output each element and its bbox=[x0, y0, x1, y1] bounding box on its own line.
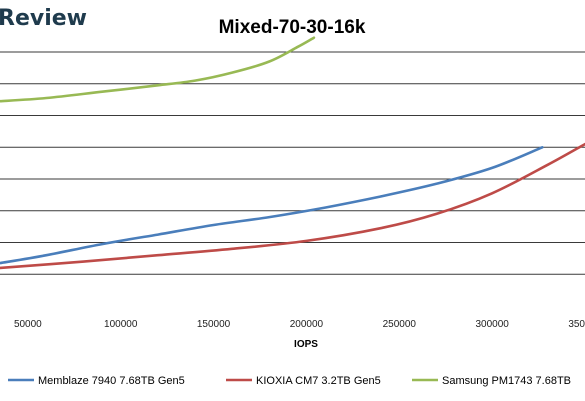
series-line-1 bbox=[0, 146, 544, 265]
series-lines bbox=[0, 36, 585, 270]
x-tick-label-100000: 100000 bbox=[104, 319, 138, 330]
x-tick-label-300000: 300000 bbox=[475, 319, 509, 330]
x-tick-label-150000: 150000 bbox=[197, 319, 231, 330]
series-line-3 bbox=[0, 36, 316, 103]
x-axis-ticks: 50000 100000 150000 200000 250000 300000 35000… bbox=[14, 319, 585, 330]
series-line-2 bbox=[0, 142, 585, 270]
legend-label-1: Memblaze 7940 7.68TB Gen5 bbox=[38, 375, 185, 387]
x-tick-label-50000: 50000 bbox=[14, 319, 42, 330]
x-axis-label: IOPS bbox=[294, 339, 318, 350]
x-tick-label-350000: 350000 bbox=[568, 319, 585, 330]
legend: Memblaze 7940 7.68TB Gen5 KIOXIA CM7 3.2T… bbox=[8, 375, 571, 387]
legend-label-3: Samsung PM1743 7.68TB bbox=[442, 375, 571, 387]
brand-logo-text: Review bbox=[0, 6, 87, 31]
x-tick-label-200000: 200000 bbox=[290, 319, 324, 330]
x-tick-label-250000: 250000 bbox=[383, 319, 417, 330]
legend-label-2: KIOXIA CM7 3.2TB Gen5 bbox=[256, 375, 381, 387]
gridlines bbox=[0, 51, 585, 275]
chart-title: Mixed-70-30-16k bbox=[219, 17, 366, 38]
